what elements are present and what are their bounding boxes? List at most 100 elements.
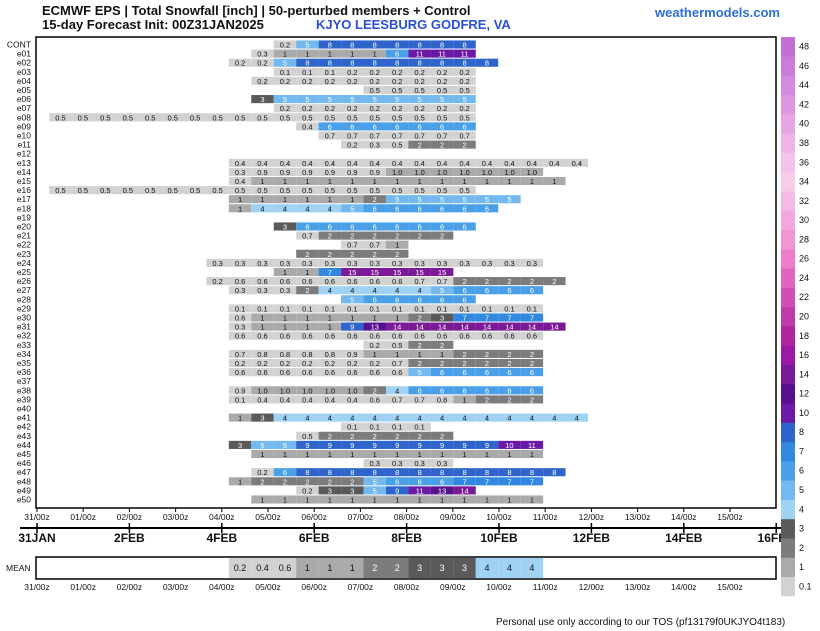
mean-tick-label-9: 09/00z [440, 582, 466, 592]
cell-e18-0 [228, 204, 252, 213]
cell-label-e17-11: 5 [485, 195, 489, 204]
member-label-e04: e04 [17, 76, 31, 86]
cell-e35-13 [520, 358, 544, 368]
cell-e04-1 [273, 76, 297, 85]
cell-label-e39-10: 1 [462, 395, 466, 404]
cell-e15-9 [430, 176, 454, 186]
member-label-e15: e15 [17, 176, 31, 186]
cell-label-e16-5: 0.5 [167, 186, 177, 195]
cell-label-e31-8: 14 [415, 323, 423, 332]
cell-e29-7 [385, 304, 409, 313]
cell-label-e11-3: 2 [418, 141, 422, 150]
cell-label-e36-12: 6 [507, 368, 511, 377]
cell-label-e01-3: 1 [328, 50, 332, 59]
cell-e02-6 [363, 58, 386, 67]
cell-label-e44-11: 9 [485, 441, 489, 450]
member-label-e35: e35 [17, 358, 31, 368]
cell-label-e38-2: 1.0 [280, 386, 290, 395]
member-label-e22: e22 [17, 240, 31, 250]
cell-label-e09-7: 6 [462, 122, 466, 131]
cell-label-e08-7: 0.5 [212, 113, 222, 122]
cell-label-e17-10: 5 [462, 195, 466, 204]
cell-label-e22-0: 0.7 [347, 241, 357, 250]
cell-label-e08-6: 0.5 [190, 113, 200, 122]
cell-e07-3 [341, 104, 364, 113]
cell-e07-2 [318, 104, 342, 113]
cell-e21-4 [385, 231, 409, 240]
cell-label-e38-4: 1.0 [325, 386, 335, 395]
cell-e08-11 [296, 113, 319, 122]
cell-label-e02-9: 8 [440, 59, 444, 68]
cell-e45-5 [363, 449, 386, 459]
member-label-e06: e06 [17, 94, 31, 104]
cell-e27-12 [498, 286, 521, 295]
cell-label-e25-1: 1 [305, 268, 309, 277]
brand-link[interactable]: weathermodels.com [655, 5, 780, 20]
cell-label-e43-5: 2 [418, 432, 422, 441]
cell-label-e27-6: 4 [373, 286, 377, 295]
cell-label-e45-6: 1 [395, 450, 399, 459]
cell-label-e08-15: 0.5 [392, 113, 402, 122]
cell-label-e16-3: 0.5 [123, 186, 133, 195]
cell-e09-5 [408, 122, 431, 131]
cell-label-e17-2: 1 [283, 195, 287, 204]
cell-e17-12 [498, 195, 521, 204]
cell-e39-7 [385, 395, 409, 404]
cell-label-e43-1: 2 [328, 432, 332, 441]
colorbar-swatch-15 [781, 287, 795, 308]
cell-label-e16-13: 0.5 [347, 186, 357, 195]
cell-label-e47-4: 8 [350, 468, 354, 477]
cell-label-e42-0: 0.1 [347, 423, 357, 432]
cell-label-e03-8: 0.2 [459, 68, 469, 77]
tick-label-5: 05/00z [255, 512, 281, 522]
cell-label-e50-9: 1 [462, 496, 466, 505]
cell-e34-7 [385, 349, 409, 358]
cell-e38-4 [318, 386, 342, 395]
cell-e13-6 [363, 158, 386, 167]
cell-e46-1 [385, 459, 409, 468]
cell-e29-8 [408, 304, 431, 313]
member-label-e45: e45 [17, 449, 31, 459]
cell-label-e06-2: 5 [305, 95, 309, 104]
cell-e04-6 [385, 76, 409, 85]
cell-label-e14-7: 1.0 [392, 168, 402, 177]
tick-label-7: 07/00z [348, 512, 374, 522]
cell-e47-0 [251, 468, 274, 477]
cell-label-e27-2: 0.3 [280, 286, 290, 295]
cell-e41-4 [318, 413, 342, 422]
cell-label-e13-14: 0.4 [549, 159, 559, 168]
cell-label-e28-0: 5 [350, 295, 354, 304]
member-label-e33: e33 [17, 340, 31, 350]
cell-CONT-8 [453, 40, 476, 49]
cell-label-e48-12: 7 [507, 477, 511, 486]
cell-label-e29-3: 0.1 [302, 304, 312, 313]
cell-e26-14 [520, 277, 544, 286]
cell-label-e03-2: 0.1 [325, 68, 335, 77]
cell-e02-11 [475, 58, 499, 67]
cell-label-e09-4: 6 [395, 122, 399, 131]
cell-label-e22-1: 0.7 [370, 241, 380, 250]
cell-label-e47-2: 8 [305, 468, 309, 477]
cell-label-e24-5: 0.3 [325, 259, 335, 268]
cell-e13-8 [408, 158, 431, 167]
cell-e44-10 [453, 440, 476, 449]
cell-label-e39-8: 0.7 [414, 395, 424, 404]
cell-label-e33-3: 2 [440, 341, 444, 350]
cell-e36-10 [453, 368, 476, 377]
colorbar-label-13: 18 [799, 331, 809, 341]
cell-label-e35-11: 2 [485, 359, 489, 368]
cell-label-e36-3: 0.6 [302, 368, 312, 377]
cell-e29-10 [453, 304, 476, 313]
cell-e21-1 [318, 231, 342, 240]
cell-label-e48-13: 7 [530, 477, 534, 486]
cell-e35-11 [475, 358, 499, 368]
cell-e06-1 [273, 95, 297, 104]
cell-e08-0 [49, 113, 72, 122]
cell-label-e30-12: 7 [507, 314, 511, 323]
cell-label-e47-10: 8 [485, 468, 489, 477]
cell-e39-2 [273, 395, 297, 404]
cell-e10-4 [408, 131, 431, 140]
cell-label-e44-3: 9 [305, 441, 309, 450]
cell-e42-1 [363, 422, 386, 431]
cell-label-e30-6: 1 [373, 314, 377, 323]
